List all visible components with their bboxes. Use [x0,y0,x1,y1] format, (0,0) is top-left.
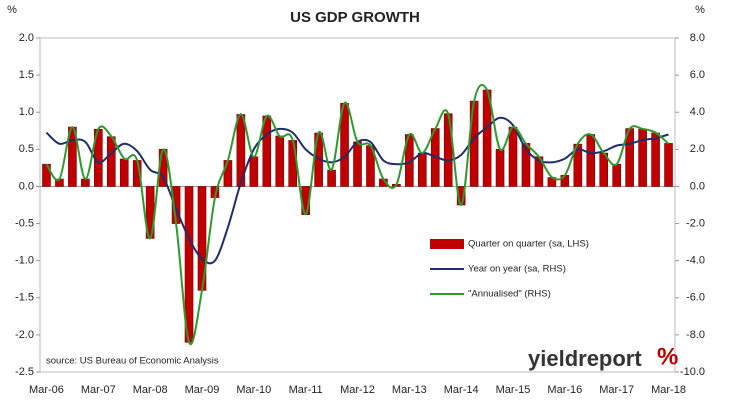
legend-swatch [430,239,464,249]
brand: yieldreport [528,346,642,371]
line [45,83,670,346]
bar [119,158,129,187]
y2-tick-label: -6.0 [686,292,705,304]
x-tick-label: Mar-12 [340,384,375,396]
bar [106,136,116,187]
y-tick-label: -0.5 [15,217,34,229]
y-tick-label: -2.5 [15,366,34,378]
bar [612,163,621,187]
x-tick-label: Mar-06 [29,384,64,396]
x-tick-label: Mar-18 [651,384,686,396]
bar [327,169,336,187]
legend-label: Quarter on quarter (sa, LHS) [468,239,589,250]
bar [417,152,427,187]
legend-label: Year on year (sa, RHS) [468,264,566,275]
chart-title: US GDP GROWTH [290,9,420,26]
x-tick-label: Mar-15 [496,384,531,396]
y-tick-label: -1.0 [15,255,34,267]
y2-axis-label: % [695,4,705,16]
y2-tick-label: 6.0 [690,69,705,81]
y-tick-label: 1.0 [19,106,34,118]
bar [651,132,660,187]
y2-tick-label: -2.0 [686,217,705,229]
bar [81,178,90,187]
bar [495,149,505,187]
x-tick-label: Mar-10 [236,384,271,396]
y2-tick-label: 8.0 [690,32,705,44]
y-tick-label: 1.5 [19,69,34,81]
y2-tick-label: 2.0 [690,143,705,155]
bar [262,115,272,187]
bar [288,140,298,187]
bar [249,156,259,187]
bar [586,134,596,187]
x-tick-label: Mar-16 [547,384,582,396]
x-tick-label: Mar-17 [599,384,634,396]
y-tick-label: -2.0 [15,329,34,341]
x-tick-label: Mar-09 [185,384,220,396]
bar [508,126,518,187]
legend-label: "Annualised" (RHS) [468,289,551,300]
bar [223,160,233,187]
x-tick-label: Mar-07 [81,384,116,396]
x-tick-label: Mar-14 [444,384,479,396]
y-tick-label: 0.5 [19,143,34,155]
x-tick-label: Mar-13 [392,384,427,396]
y2-tick-label: 4.0 [690,106,705,118]
x-tick-label: Mar-08 [133,384,168,396]
bar [275,135,285,187]
bar [664,143,673,187]
y-tick-label: 0.0 [19,180,34,192]
y-tick-label: 2.0 [19,32,34,44]
source-note: source: US Bureau of Economic Analysis [46,356,219,367]
plot-frame [39,37,676,373]
y2-tick-label: -4.0 [686,255,705,267]
y2-tick-label: -10.0 [680,366,705,378]
bar [353,141,362,187]
y-axis-label: % [7,4,17,16]
y2-tick-label: -8.0 [686,329,705,341]
bar [638,128,647,187]
y-tick-label: -1.5 [15,292,34,304]
y2-tick-label: 0.0 [690,180,705,192]
x-tick-label: Mar-11 [289,384,323,396]
brand-mark: % [657,343,678,370]
